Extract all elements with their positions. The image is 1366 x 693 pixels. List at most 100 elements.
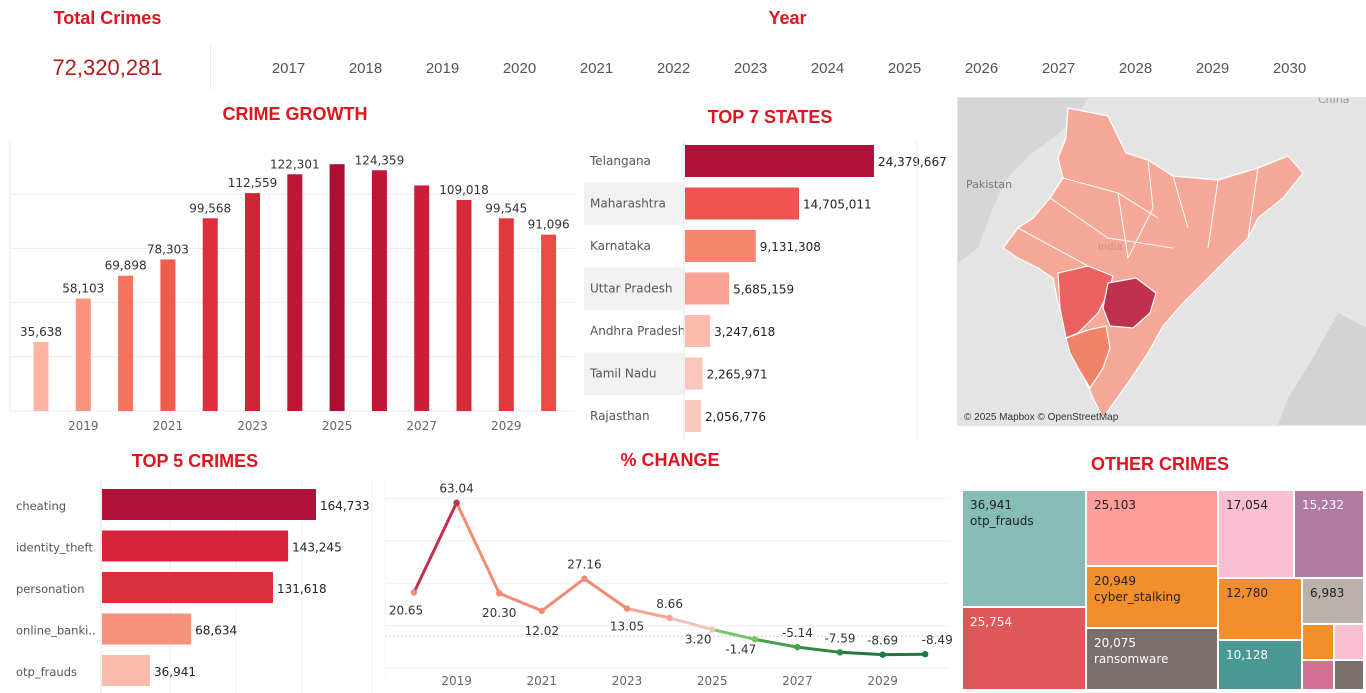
point-label: 8.66	[656, 597, 683, 611]
bar-label: 58,103	[62, 282, 104, 296]
kpi-total-crimes-value: 72,320,281	[52, 55, 163, 80]
treemap-tile[interactable]: 12,780	[1218, 578, 1302, 640]
year-filter-item[interactable]: 2020	[502, 60, 537, 77]
treemap-tile[interactable]: 17,054	[1218, 490, 1294, 578]
treemap-tile-value: 6,983	[1310, 586, 1345, 600]
line-segment	[412, 501, 459, 595]
x-tick-label: 2027	[782, 674, 813, 688]
data-point	[751, 636, 758, 643]
treemap-tile-small[interactable]	[1302, 660, 1334, 690]
category-label: otp_frauds	[16, 665, 77, 679]
year-filter-item[interactable]: 2021	[579, 60, 614, 77]
bar	[456, 199, 472, 411]
treemap-tile[interactable]: 20,075 ransomware	[1086, 628, 1218, 690]
x-tick-label: 2029	[867, 674, 898, 688]
bar	[287, 174, 303, 411]
treemap-tile-label: cyber_stalking	[1094, 590, 1181, 604]
year-filter-item[interactable]: 2028	[1118, 60, 1153, 77]
year-filter-item[interactable]: 2029	[1195, 60, 1230, 77]
bar-label: 109,018	[439, 183, 489, 197]
treemap-tile[interactable]: 25,103	[1086, 490, 1218, 566]
year-filter-item[interactable]: 2024	[810, 60, 845, 77]
x-tick-label: 2025	[697, 674, 728, 688]
point-label: 20.30	[482, 606, 516, 620]
map-karnataka-region[interactable]	[1065, 325, 1111, 390]
map-pakistan-area	[958, 98, 1088, 263]
x-tick-label: 2027	[406, 419, 437, 433]
point-label: 12.02	[525, 624, 559, 638]
year-filter-item[interactable]: 2017	[271, 60, 306, 77]
bar-label: 5,685,159	[733, 283, 794, 297]
row-band	[584, 182, 684, 225]
x-tick-label: 2023	[612, 674, 643, 688]
bar	[685, 230, 756, 262]
bar	[541, 234, 557, 411]
year-filter-item[interactable]: 2026	[964, 60, 999, 77]
bar-label: 91,096	[528, 218, 570, 232]
year-filter-item[interactable]: 2023	[733, 60, 768, 77]
year-filter: 2017 2018 2019 2020 2021 2022 2023 2024 …	[250, 60, 1330, 84]
treemap-tile-value: 20,949	[1094, 574, 1136, 588]
point-label: 3.20	[685, 632, 712, 646]
top-crimes-title: TOP 5 CRIMES	[131, 451, 259, 471]
year-filter-item[interactable]: 2018	[348, 60, 383, 77]
bar-label: 112,559	[228, 176, 278, 190]
bar	[498, 218, 514, 411]
data-point	[623, 605, 631, 612]
line-segment	[710, 627, 757, 641]
data-point	[581, 575, 588, 582]
x-tick-label: 2023	[237, 419, 268, 433]
treemap-tile-value: 17,054	[1226, 498, 1268, 512]
treemap-tile[interactable]: 36,941 otp_frauds	[962, 490, 1086, 607]
category-label: online_banki..	[16, 624, 96, 638]
year-filter-item[interactable]: 2027	[1041, 60, 1076, 77]
bar	[118, 275, 134, 411]
bar	[33, 342, 49, 411]
point-label: 20.65	[389, 604, 423, 618]
treemap-tile-small[interactable]	[1334, 660, 1364, 690]
bar-label: 14,705,011	[803, 198, 872, 212]
line-segment	[753, 637, 799, 649]
top-states-title: TOP 7 STATES	[707, 107, 833, 127]
bar-label: 3,247,618	[714, 325, 775, 339]
data-point	[538, 607, 545, 614]
year-filter-item[interactable]: 2019	[425, 60, 460, 77]
bar-label: 9,131,308	[760, 240, 821, 254]
x-tick-label: 2019	[441, 674, 472, 688]
map-maharashtra-region[interactable]	[1057, 265, 1114, 339]
treemap-tile[interactable]: 15,232	[1294, 490, 1364, 578]
point-label: -8.69	[867, 634, 898, 648]
bar-label: 2,265,971	[707, 368, 768, 382]
map-telangana-region[interactable]	[1102, 277, 1157, 329]
line-segment	[625, 607, 672, 620]
treemap-tile[interactable]: 20,949 cyber_stalking	[1086, 566, 1218, 628]
treemap-tile[interactable]: 6,983	[1302, 578, 1364, 624]
treemap-tile[interactable]: 10,128	[1218, 640, 1302, 690]
x-tick-label: 2019	[68, 419, 99, 433]
bar	[102, 489, 316, 520]
treemap-tile[interactable]: 25,754	[962, 607, 1086, 690]
line-segment	[455, 501, 501, 595]
point-label: -8.49	[922, 633, 953, 647]
line-segment	[838, 650, 885, 657]
year-filter-title: Year	[768, 8, 807, 28]
bar-label: 69,898	[105, 259, 147, 273]
year-filter-item[interactable]: 2030	[1272, 60, 1307, 77]
kpi-title: Total Crimes	[53, 8, 162, 28]
category-label: Maharashtra	[590, 197, 666, 211]
x-tick-label: 2025	[322, 419, 353, 433]
india-map[interactable]: Pakistan China India © 2025 Mapbox © Ope…	[957, 97, 1366, 426]
year-filter-item[interactable]: 2022	[656, 60, 691, 77]
bar-label: 35,638	[20, 325, 62, 339]
top-crimes-chart: cheating 164,733 identity_theft 143,245 pers…	[16, 480, 373, 693]
category-label: Karnataka	[590, 239, 651, 253]
category-label: Telangana	[589, 154, 651, 168]
treemap-tile-small[interactable]	[1302, 624, 1334, 660]
bar	[685, 145, 874, 177]
point-label: -5.14	[782, 626, 813, 640]
data-point	[879, 651, 886, 658]
treemap-tile-small[interactable]	[1334, 624, 1364, 660]
treemap-tile-value: 25,103	[1094, 498, 1136, 512]
year-filter-item[interactable]: 2025	[887, 60, 922, 77]
row-band	[584, 352, 684, 395]
